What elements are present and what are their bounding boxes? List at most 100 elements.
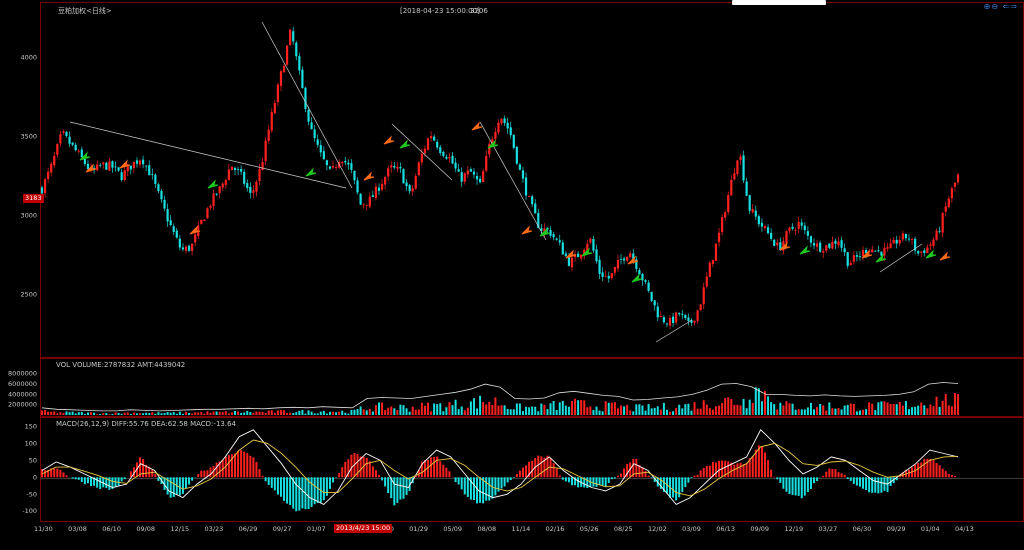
- volume-bar: [142, 413, 145, 415]
- volume-bar: [920, 402, 923, 415]
- macd-bar: [871, 477, 874, 493]
- volume-bar: [77, 412, 80, 415]
- candle-body: [65, 131, 68, 136]
- candle-body: [221, 183, 224, 188]
- volume-bar: [800, 409, 803, 415]
- candle-body: [102, 162, 105, 165]
- volume-bar: [837, 408, 840, 415]
- volume-bar: [696, 408, 699, 415]
- macd-bar: [316, 477, 319, 503]
- buy-signal-arrow: [363, 171, 375, 181]
- volume-bar: [240, 412, 243, 415]
- macd-bar: [641, 467, 644, 478]
- macd-bar: [558, 475, 561, 478]
- candle-body: [656, 306, 659, 318]
- candle-body: [138, 160, 142, 165]
- volume-bar: [711, 409, 714, 415]
- macd-bar: [433, 456, 436, 478]
- macd-bar: [690, 477, 693, 479]
- candle-body: [883, 247, 886, 256]
- zoom-in-out-arrows-icon[interactable]: ⊕⊖ ⇐⇒: [983, 2, 1018, 11]
- candle-body: [555, 238, 558, 240]
- volume-bar: [874, 410, 877, 415]
- candle-body: [390, 165, 393, 168]
- volume-bar: [350, 409, 353, 415]
- volume-bar: [258, 411, 261, 415]
- volume-bar: [448, 402, 451, 415]
- macd-bar: [500, 477, 503, 489]
- volume-bar: [570, 400, 573, 415]
- volume-bar: [846, 404, 849, 415]
- sell-signal-arrow: [925, 249, 937, 259]
- candle-body: [561, 242, 564, 255]
- macd-bar: [816, 477, 819, 481]
- candle-body: [898, 240, 901, 244]
- candle-body: [724, 212, 727, 218]
- trend-line: [391, 123, 453, 181]
- zoom-controls[interactable]: ⊕⊖ ⇐⇒: [984, 2, 1018, 11]
- candle-body: [524, 177, 528, 196]
- macd-bar: [71, 477, 74, 479]
- macd-bar: [528, 461, 531, 478]
- macd-bar: [86, 477, 89, 484]
- macd-bar: [215, 462, 218, 478]
- macd-bar: [837, 472, 840, 478]
- macd-bar: [525, 465, 528, 478]
- macd-bar: [944, 471, 947, 478]
- volume-y-tick: 8000000: [8, 370, 37, 378]
- volume-bar: [270, 410, 273, 415]
- volume-bar: [558, 402, 561, 415]
- candle-body: [662, 317, 665, 323]
- macd-bar: [237, 450, 240, 478]
- candle-body: [255, 181, 258, 192]
- macd-bar: [696, 474, 699, 478]
- candle-body: [733, 173, 736, 180]
- candle-body: [393, 166, 396, 168]
- candle-body: [83, 157, 86, 164]
- macd-bar: [350, 454, 353, 478]
- candle-body: [145, 165, 148, 167]
- x-axis-tick: 05/09: [443, 525, 462, 533]
- volume-bar: [947, 405, 950, 415]
- volume-bar: [126, 412, 129, 415]
- toolbar-strip[interactable]: [732, 0, 826, 5]
- macd-bar: [531, 460, 534, 478]
- candle-body: [629, 253, 632, 258]
- volume-bar: [822, 405, 825, 415]
- volume-bar: [880, 401, 883, 415]
- candle-body: [279, 71, 283, 86]
- candle-body: [745, 181, 748, 196]
- volume-bar: [328, 411, 331, 415]
- volume-bar: [754, 387, 757, 415]
- volume-bar: [62, 412, 65, 415]
- candle-body: [160, 190, 163, 200]
- candle-body: [840, 240, 843, 248]
- candle-body: [861, 250, 865, 256]
- candle-body: [298, 56, 301, 71]
- trend-lines: [69, 21, 923, 343]
- volume-bar: [929, 404, 932, 415]
- volume-bar: [261, 411, 264, 415]
- candle-body: [466, 170, 469, 175]
- volume-bar: [736, 404, 739, 415]
- candle-body: [371, 195, 374, 198]
- macd-bar: [512, 477, 515, 478]
- macd-bar: [635, 458, 638, 478]
- candle-body: [273, 103, 276, 114]
- candle-body: [846, 252, 849, 266]
- candle-body: [258, 169, 261, 182]
- volume-bar: [938, 406, 941, 415]
- volume-bar: [561, 400, 564, 415]
- volume-bar: [485, 404, 488, 415]
- volume-bar: [518, 403, 521, 415]
- macd-bar: [895, 477, 898, 481]
- volume-bar: [393, 408, 396, 415]
- macd-bar: [301, 477, 304, 509]
- volume-bar: [209, 412, 212, 415]
- candle-body: [289, 29, 292, 46]
- volume-bar: [889, 403, 892, 415]
- macd-bar: [564, 477, 567, 482]
- volume-bar: [313, 413, 316, 415]
- x-axis-tick: 02/16: [546, 525, 565, 533]
- macd-y-tick: 50: [29, 456, 37, 464]
